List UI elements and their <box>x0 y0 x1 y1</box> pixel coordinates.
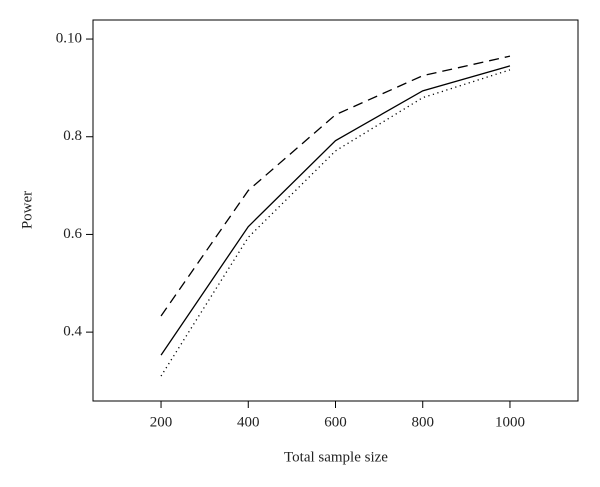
y-axis-label: Power <box>19 191 35 229</box>
y-tick-label: 0.6 <box>63 226 82 242</box>
x-tick-label: 400 <box>237 414 260 430</box>
line-series <box>160 55 511 317</box>
x-tick-label: 200 <box>150 414 173 430</box>
line-series <box>160 69 511 377</box>
line-series <box>160 65 511 356</box>
plot-frame <box>92 19 579 402</box>
x-tick-label: 800 <box>411 414 434 430</box>
y-tick-label: 0.8 <box>63 128 82 144</box>
y-tick-label: 0.10 <box>56 30 82 46</box>
y-tick-label: 0.4 <box>63 324 82 340</box>
x-tick-label: 1000 <box>495 414 525 430</box>
x-axis-label: Total sample size <box>284 449 388 465</box>
x-tick-label: 600 <box>324 414 347 430</box>
